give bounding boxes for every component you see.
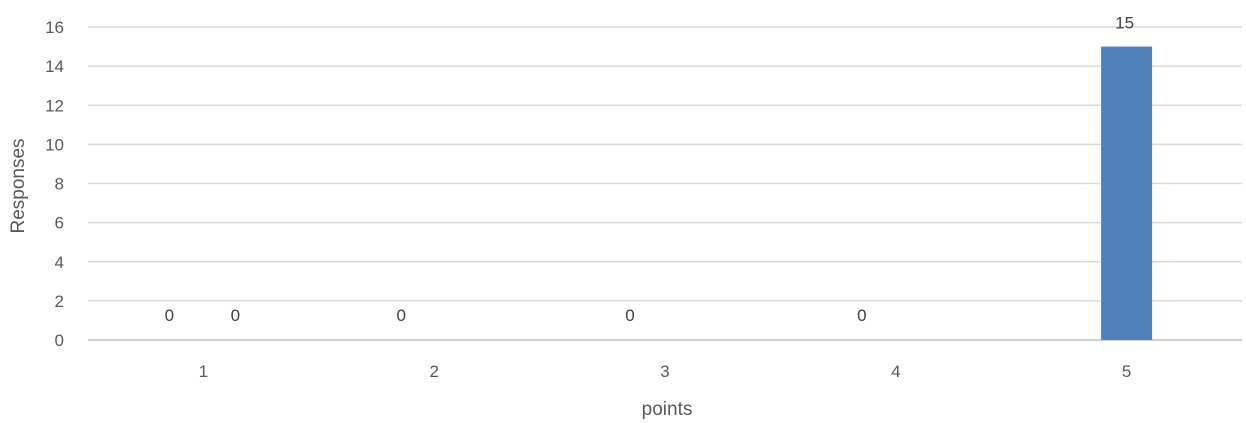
data-label: 0	[857, 306, 866, 325]
y-tick-label: 10	[45, 135, 64, 154]
x-axis-title: points	[642, 399, 693, 420]
y-tick-label: 2	[55, 292, 64, 311]
x-tick-label: 3	[660, 362, 669, 381]
data-label: 0	[625, 306, 634, 325]
y-tick-label: 8	[55, 175, 64, 194]
x-axis-ticks: 1 2 3 4 5	[199, 362, 1132, 381]
gridlines	[88, 26, 1242, 341]
x-tick-label: 5	[1122, 362, 1131, 381]
y-tick-label: 6	[55, 214, 64, 233]
bar	[1101, 46, 1153, 340]
x-tick-label: 1	[199, 362, 208, 381]
data-label: 0	[231, 306, 240, 325]
y-tick-label: 14	[45, 57, 64, 76]
y-tick-label: 16	[45, 18, 64, 37]
bars	[1101, 46, 1153, 340]
data-labels: 0 0 0 0 0 15	[165, 14, 1134, 325]
x-tick-label: 2	[429, 362, 438, 381]
y-tick-label: 0	[55, 331, 64, 350]
data-label: 0	[165, 306, 174, 325]
y-axis-title: Responses	[8, 138, 29, 233]
x-tick-label: 4	[891, 362, 900, 381]
y-axis-ticks: 0 2 4 6 8 10 12 14 16	[45, 18, 64, 350]
data-label: 0	[396, 306, 405, 325]
y-tick-label: 12	[45, 96, 64, 115]
data-label: 15	[1115, 14, 1134, 33]
y-tick-label: 4	[55, 253, 64, 272]
